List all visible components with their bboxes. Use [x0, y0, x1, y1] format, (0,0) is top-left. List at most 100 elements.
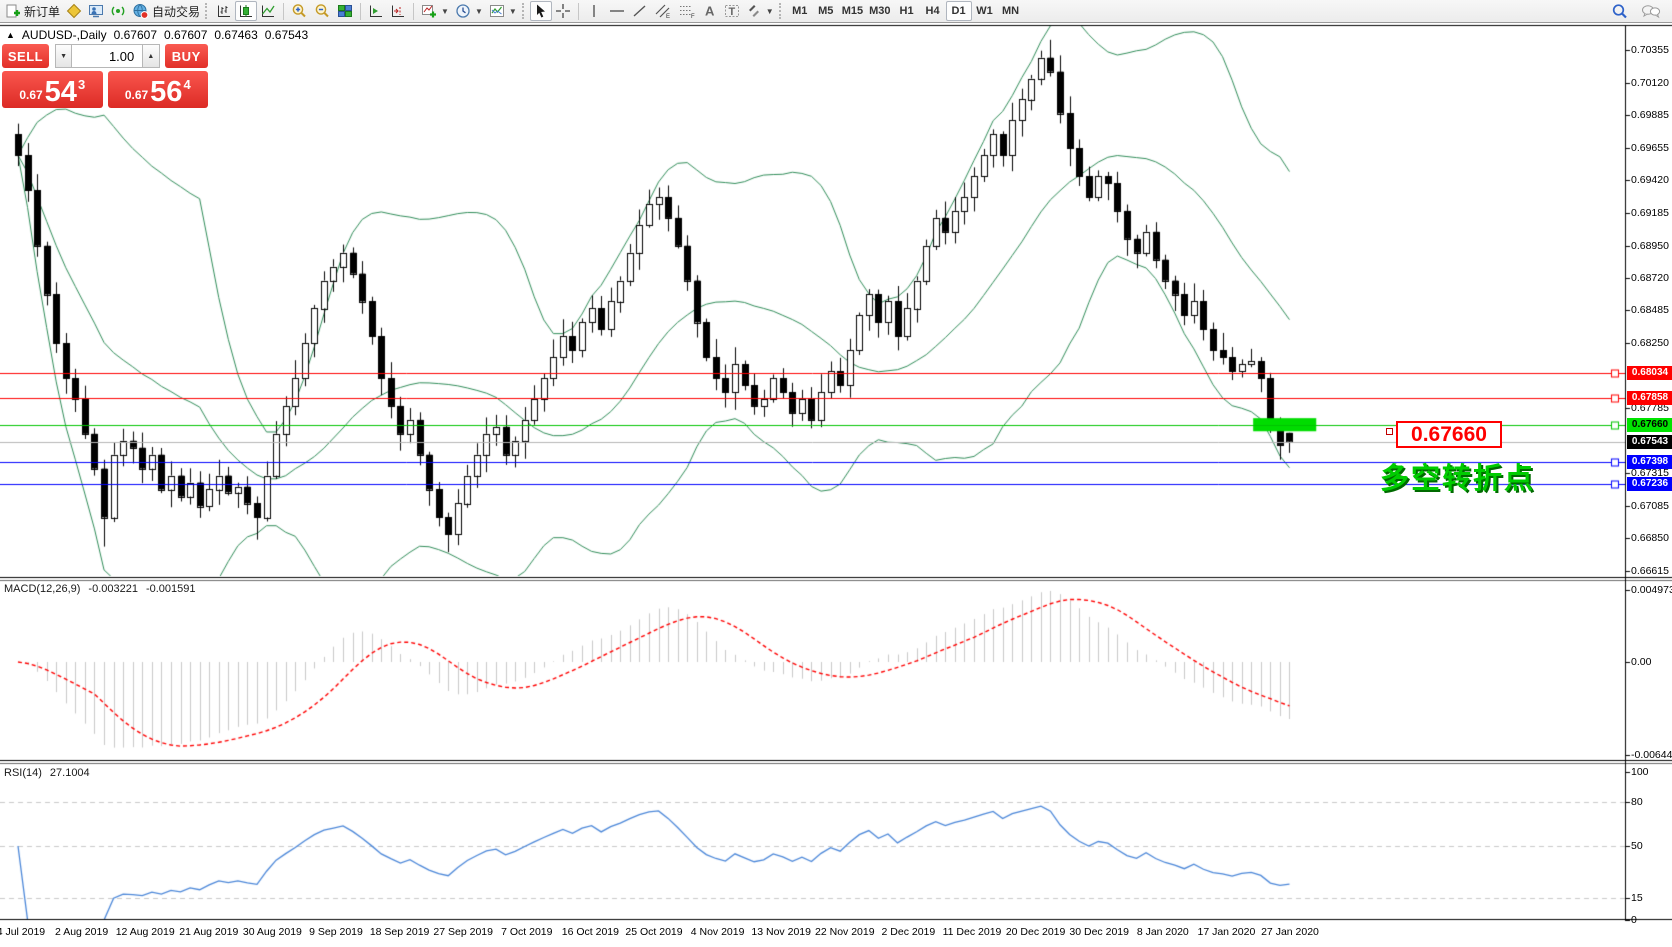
timeframe-h1-button[interactable]: H1 [899, 5, 914, 17]
date-tick-label: 27 Sep 2019 [433, 926, 493, 938]
date-tick-label: 17 Jan 2020 [1197, 926, 1256, 938]
timeframe-mn-button[interactable]: MN [1001, 5, 1020, 17]
toolbar-separator [360, 2, 362, 20]
sell-price-prefix: 0.67 [19, 88, 43, 102]
zoom-in-icon [292, 4, 306, 18]
rsi-tick-label: 50 [1631, 840, 1643, 852]
date-tick-label: 8 Jan 2020 [1136, 926, 1189, 938]
price-tick-label: 0.67785 [1631, 402, 1669, 414]
new-order-label: 新订单 [24, 4, 61, 19]
zoom-in-button[interactable] [288, 1, 311, 21]
zoom-out-icon [315, 4, 329, 18]
date-tick-label: 11 Dec 2019 [942, 926, 1002, 938]
auto-scroll-button[interactable] [365, 1, 387, 21]
metaeditor-button[interactable] [63, 1, 85, 21]
arrows-icon [748, 5, 759, 17]
toolbar-grip[interactable] [205, 3, 209, 19]
periods-button[interactable]: ▼ [452, 1, 486, 21]
zoom-out-button[interactable] [311, 1, 334, 21]
turning-point-annotation[interactable]: 多空转折点 [1380, 463, 1536, 495]
date-tick-label: 4 Nov 2019 [690, 926, 745, 938]
arrows-button[interactable]: ▼ [743, 1, 777, 21]
line-chart-icon [262, 5, 275, 17]
tile-windows-icon [338, 5, 353, 17]
equidistant-channel-button[interactable]: E [651, 1, 675, 21]
chat-button[interactable] [1638, 1, 1664, 21]
timeframe-h4-button[interactable]: H4 [925, 5, 940, 17]
rsi-tick-label: 80 [1631, 795, 1643, 808]
price-tick-label: 0.67085 [1631, 499, 1669, 512]
callout-anchor-handle[interactable] [1386, 428, 1393, 435]
price-callout-textbox[interactable]: 0.67660 [1396, 421, 1502, 448]
bar-chart-icon [218, 5, 231, 17]
text-button[interactable]: A [699, 1, 721, 21]
sell-price-box[interactable]: 0.67 54 3 [2, 71, 103, 108]
date-tick-label: 16 Oct 2019 [561, 926, 619, 938]
macd-name: MACD(12,26,9) [4, 583, 81, 595]
price-level-label: 0.67858 [1627, 390, 1672, 405]
bar-chart-button[interactable] [213, 1, 235, 21]
toolbar-grip[interactable] [778, 3, 783, 19]
rsi-name: RSI(14) [4, 767, 42, 779]
timeframe-d1-button[interactable]: D1 [945, 1, 972, 21]
periods-dropdown-icon[interactable]: ▼ [474, 6, 483, 16]
search-button[interactable] [1608, 1, 1632, 21]
cursor-button[interactable] [529, 1, 552, 21]
date-tick-label: 2 Dec 2019 [881, 926, 936, 938]
signals-button[interactable] [107, 1, 129, 21]
timeframe-m15-button[interactable]: M15 [841, 5, 864, 17]
volume-input[interactable] [72, 44, 143, 68]
main-toolbar: 新订单 自动交易 [0, 0, 1672, 23]
arrows-dropdown-icon[interactable]: ▼ [765, 6, 774, 16]
volume-decrease-button[interactable]: ▼ [55, 44, 73, 68]
indicators-button[interactable]: ▼ [418, 1, 452, 21]
date-tick-label: 7 Oct 2019 [501, 926, 553, 938]
equidistant-channel-icon: E [655, 4, 670, 19]
tile-windows-button[interactable] [334, 1, 356, 21]
toolbar-grip[interactable] [521, 3, 526, 19]
price-tick-label: 0.68250 [1631, 337, 1669, 350]
svg-text:F: F [691, 14, 695, 19]
timeframe-m30-button[interactable]: M30 [869, 5, 891, 17]
vertical-line-button[interactable] [583, 1, 605, 21]
one-click-collapse-icon[interactable]: ▲ [6, 30, 15, 40]
volume-increase-button[interactable]: ▲ [142, 44, 160, 68]
ohlc-open: 0.67607 [113, 28, 157, 42]
price-tick-label: 0.68485 [1631, 304, 1669, 317]
templates-button[interactable]: ▼ [486, 1, 520, 21]
autotrading-label: 自动交易 [152, 4, 201, 19]
autotrading-button[interactable]: 自动交易 [129, 1, 203, 21]
chart-shift-button[interactable] [387, 1, 409, 21]
price-tick-label: 0.69885 [1631, 109, 1669, 122]
templates-dropdown-icon[interactable]: ▼ [508, 6, 517, 16]
ohlc-high: 0.67607 [164, 28, 208, 42]
trendline-button[interactable] [629, 1, 651, 21]
sell-price-pips: 54 [44, 76, 77, 108]
macd-tick-label: -0.00644 [1631, 749, 1672, 762]
timeframe-w1-button[interactable]: W1 [976, 5, 993, 17]
macd-tick-label: 0.004973 [1631, 584, 1672, 596]
date-tick-label: 12 Aug 2019 [115, 926, 175, 938]
text-label-button[interactable]: T [721, 1, 743, 21]
vps-button[interactable] [85, 1, 107, 21]
timeframe-m1-button[interactable]: M1 [792, 5, 808, 17]
buy-button[interactable]: BUY [164, 44, 209, 68]
indicators-dropdown-icon[interactable]: ▼ [441, 6, 449, 16]
indicators-icon [422, 5, 437, 18]
price-tick-label: 0.66615 [1631, 564, 1669, 577]
new-order-button[interactable]: 新订单 [2, 1, 63, 21]
sell-button[interactable]: SELL [2, 44, 49, 68]
line-chart-button[interactable] [257, 1, 279, 21]
fibonacci-button[interactable]: F [675, 1, 699, 21]
horizontal-line-button[interactable] [605, 1, 629, 21]
sell-price-point: 3 [77, 77, 86, 92]
crosshair-button[interactable] [552, 1, 574, 21]
candlestick-chart-button[interactable] [235, 1, 258, 21]
svg-text:E: E [666, 14, 670, 19]
price-tick-label: 0.68950 [1631, 239, 1669, 252]
price-level-label: 0.67660 [1627, 418, 1672, 433]
timeframe-m5-button[interactable]: M5 [818, 5, 834, 17]
buy-price-box[interactable]: 0.67 56 4 [107, 71, 208, 108]
rsi-tick-label: 0 [1631, 914, 1637, 926]
